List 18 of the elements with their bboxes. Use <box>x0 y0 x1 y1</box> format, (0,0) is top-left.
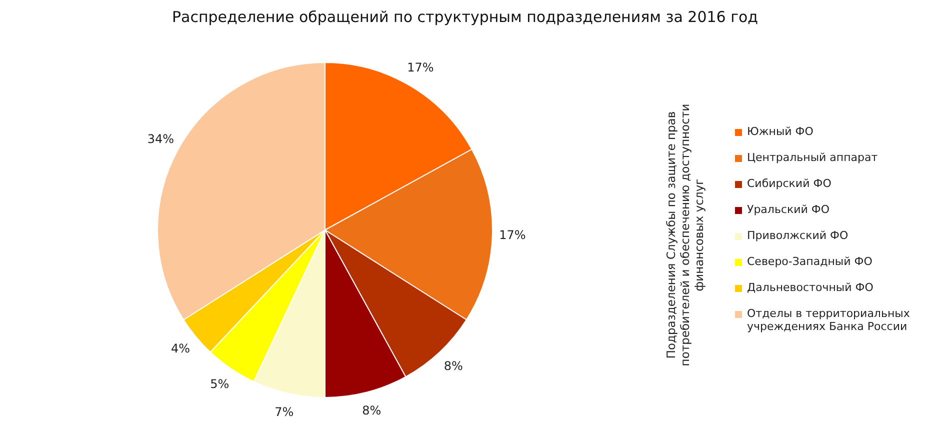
data-label: 34% <box>147 132 174 146</box>
chart-title: Распределение обращений по структурным подразделениям за 2016 год <box>170 8 760 26</box>
data-label: 17% <box>407 60 434 75</box>
data-label: 7% <box>274 405 294 420</box>
legend-title: Подразделения Службы по защите прав потребителей и обеспечению доступности финансовых услуг <box>663 102 707 368</box>
legend-label: Южный ФО <box>747 125 814 138</box>
legend-label: Дальневосточный ФО <box>747 281 874 294</box>
data-label: 8% <box>362 404 382 418</box>
legend-label: Уральский ФО <box>747 203 830 216</box>
legend-label: Северо-Западный ФО <box>747 255 872 268</box>
legend-label: Отделы в территориальных учреждениях Банка России <box>747 307 911 333</box>
data-label: 17% <box>499 228 526 242</box>
data-label: 8% <box>444 358 463 373</box>
data-label: 4% <box>171 342 190 356</box>
legend-label: Приволжский ФО <box>747 229 848 242</box>
legend-label: Сибирский ФО <box>747 177 832 190</box>
data-label: 5% <box>210 377 230 392</box>
legend-label: Центральный аппарат <box>747 151 878 164</box>
